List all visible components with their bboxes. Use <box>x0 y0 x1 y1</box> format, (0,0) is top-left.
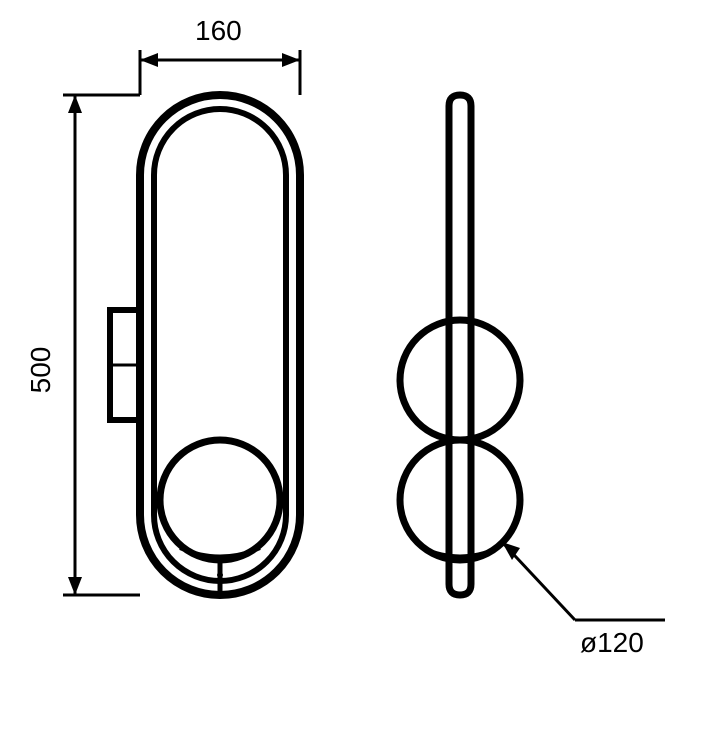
dimension-height-label: 500 <box>25 347 56 394</box>
technical-drawing: 160 500 ø120 <box>0 0 706 737</box>
dimension-width-label: 160 <box>195 15 242 46</box>
stem-joint <box>217 572 223 578</box>
dimension-width: 160 <box>140 15 300 95</box>
dimension-height: 500 <box>25 95 140 595</box>
front-mount-plate <box>110 310 140 420</box>
front-view <box>110 95 300 595</box>
dimension-diameter: ø120 <box>502 542 665 658</box>
side-ring <box>449 95 471 595</box>
side-view <box>400 95 520 595</box>
dimension-diameter-label: ø120 <box>580 627 644 658</box>
front-sphere <box>160 440 280 560</box>
